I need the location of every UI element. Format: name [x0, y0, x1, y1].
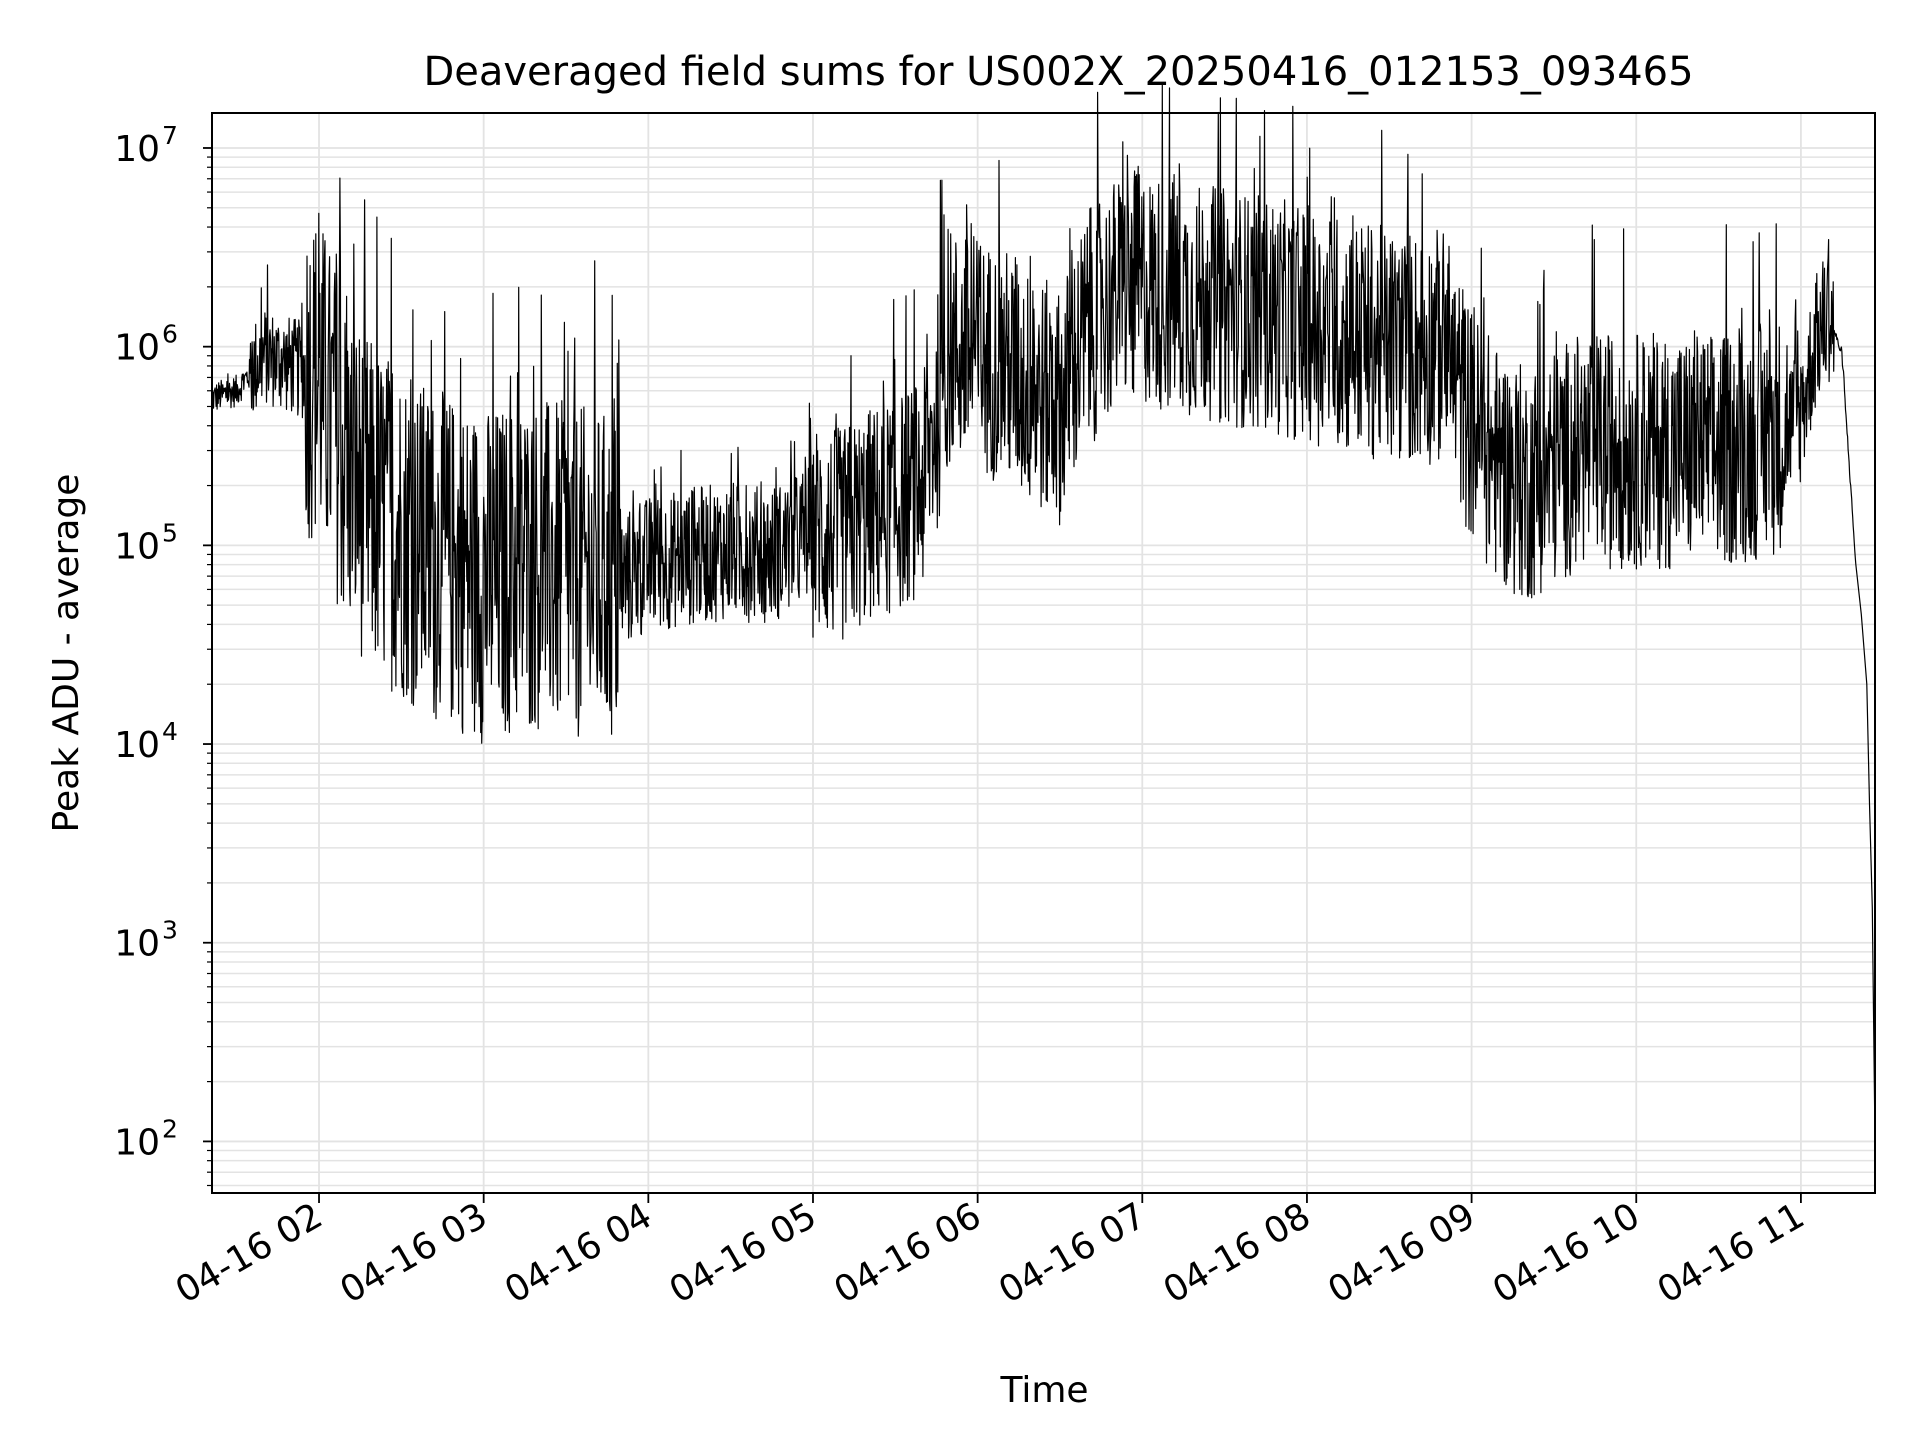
x-axis-label: Time	[999, 1370, 1088, 1411]
series-line	[211, 82, 1876, 1142]
y-tick-label: 10	[114, 1122, 160, 1163]
y-tick-label-exponent: 6	[162, 320, 178, 349]
y-tick-label: 10	[114, 129, 160, 170]
y-tick-label: 10	[114, 924, 160, 965]
chart-title: Deaveraged field sums for US002X_2025041…	[423, 49, 1693, 95]
data-series	[211, 82, 1876, 1142]
axes-frame	[211, 112, 1876, 1194]
y-axis-label: Peak ADU - average	[46, 474, 87, 833]
y-tick-label: 10	[114, 526, 160, 567]
y-tick-label-exponent: 5	[162, 518, 178, 547]
y-tick-label: 10	[114, 725, 160, 766]
y-tick-label: 10	[114, 328, 160, 369]
y-tick-label-exponent: 4	[162, 717, 178, 746]
y-tick-label-exponent: 2	[162, 1114, 178, 1143]
y-tick-label-exponent: 3	[162, 916, 178, 945]
y-tick-label-exponent: 7	[162, 121, 178, 150]
